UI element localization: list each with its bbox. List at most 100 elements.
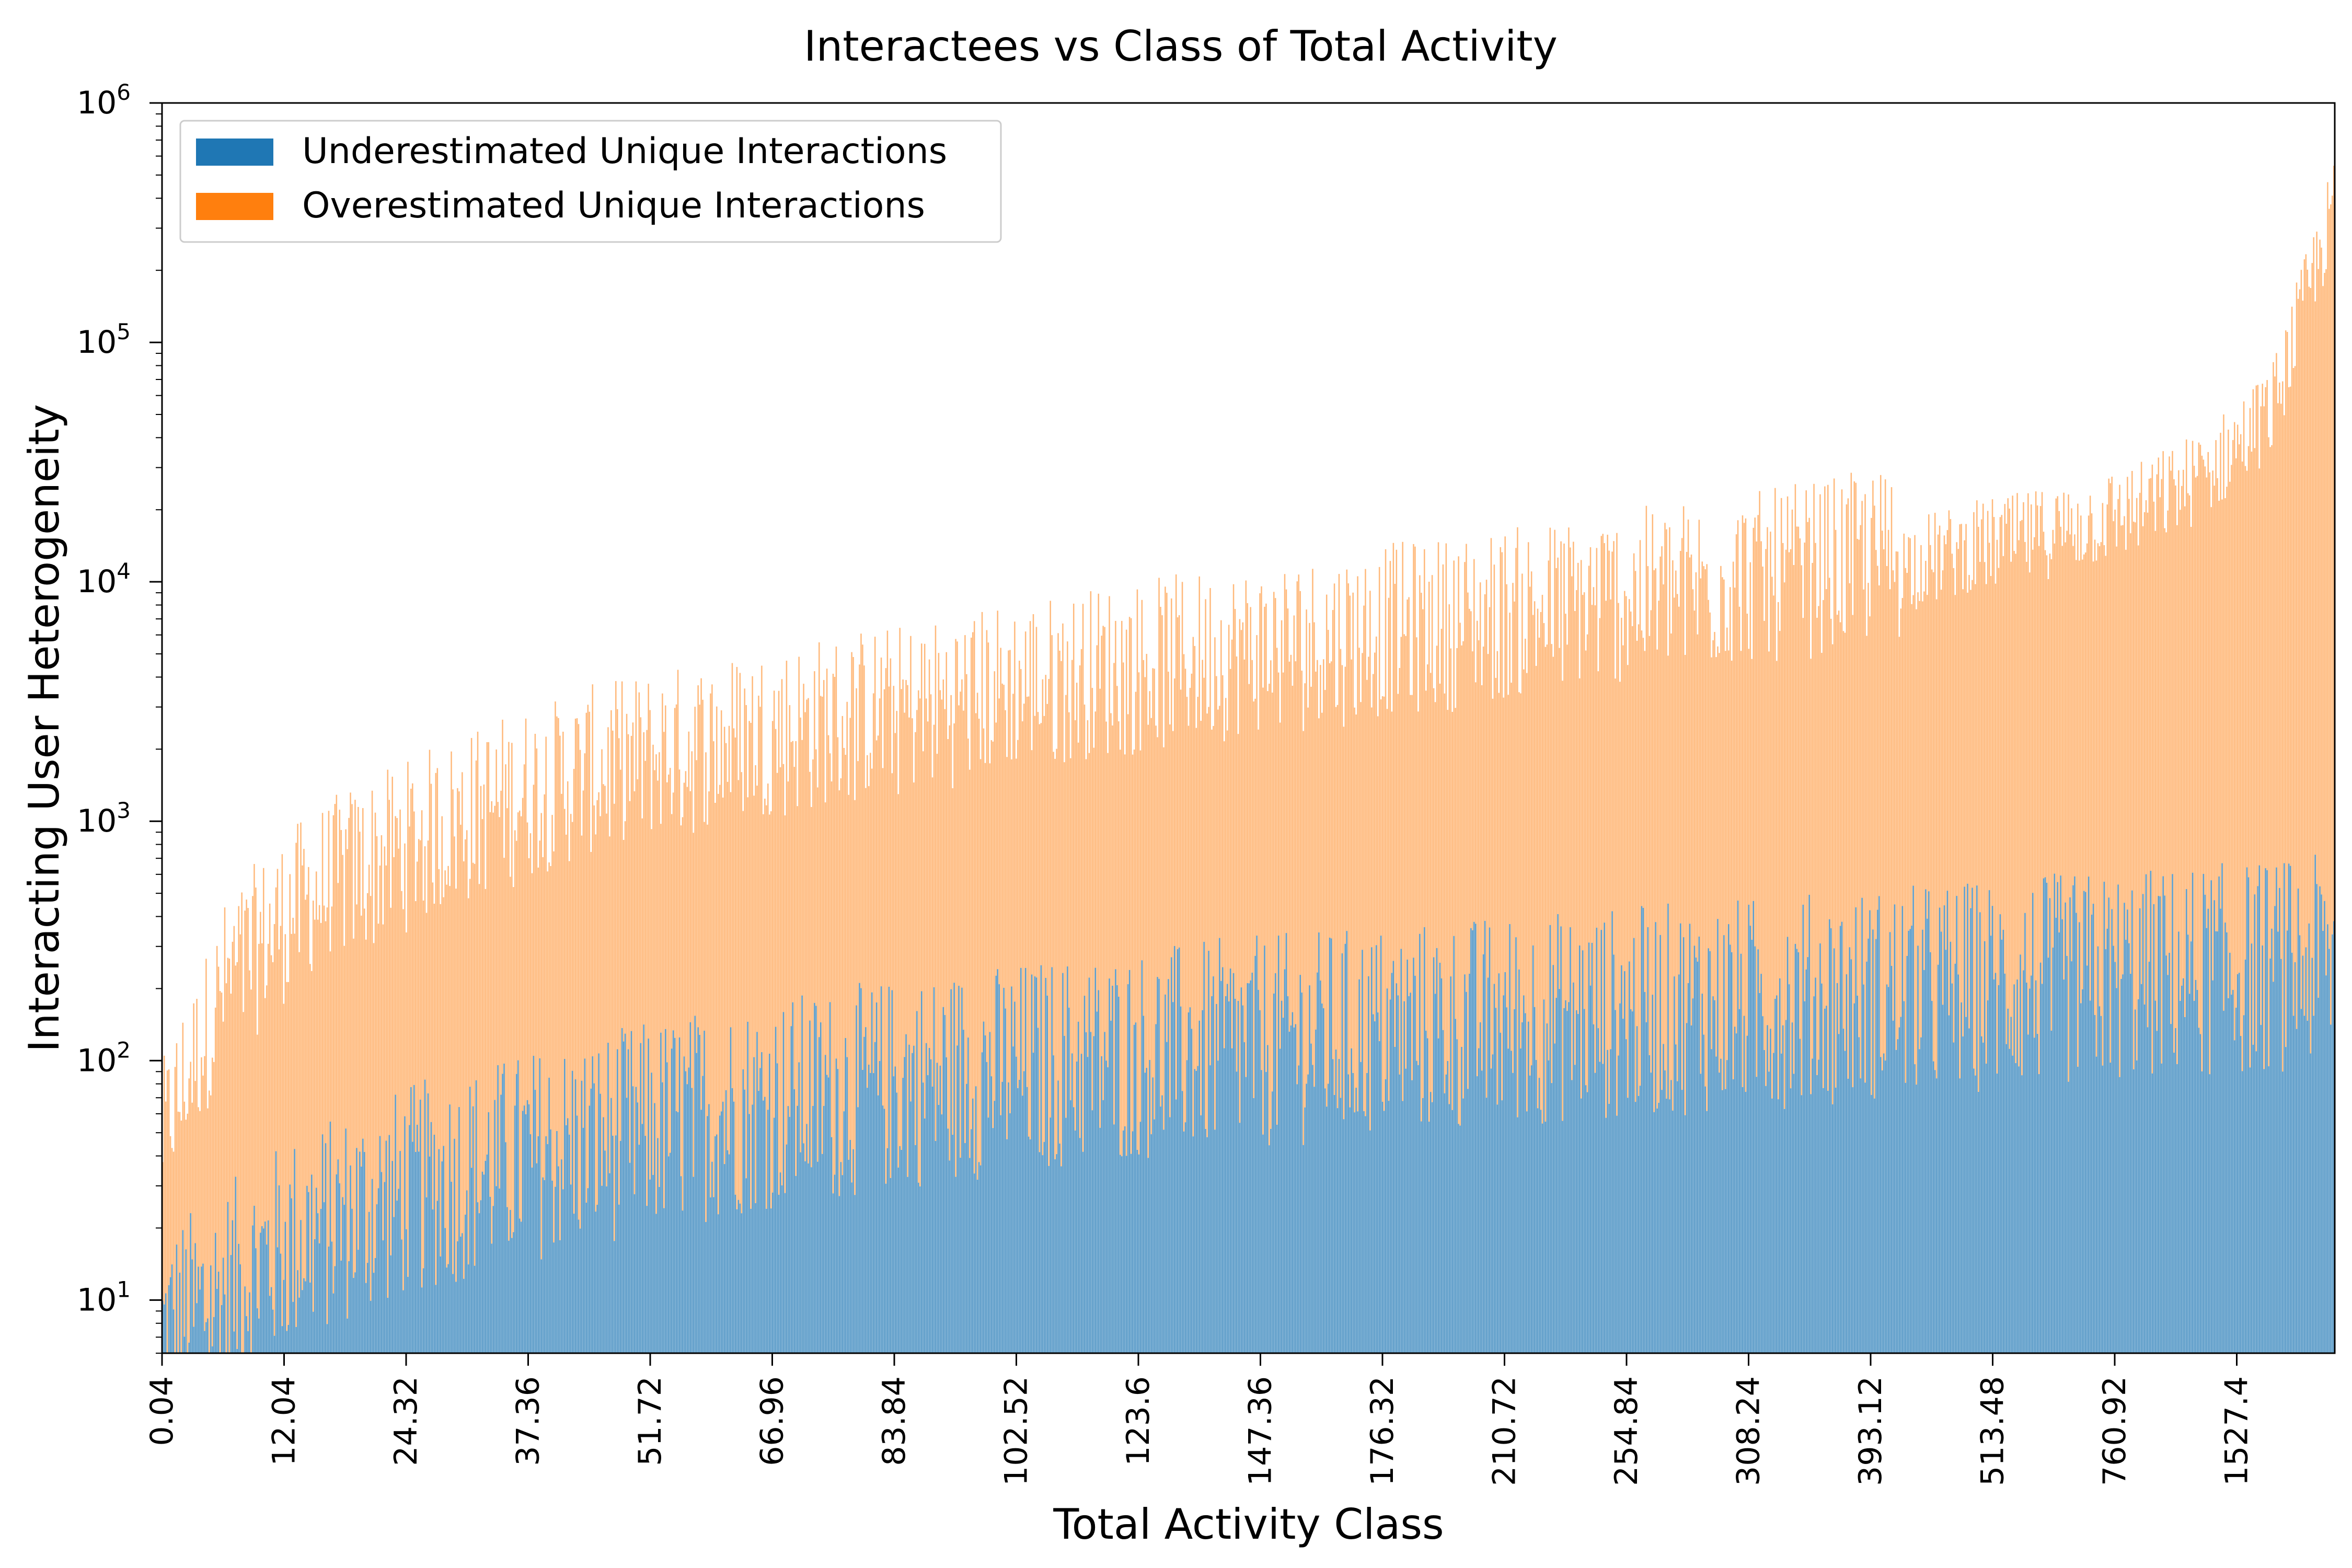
bar-underestimated — [1701, 994, 1703, 1353]
bar-overestimated — [2132, 522, 2135, 1069]
bar-underestimated — [1375, 945, 1377, 1353]
bar-underestimated — [1565, 1000, 1566, 1353]
bar-overestimated — [537, 867, 539, 1136]
bar-underestimated — [1200, 1115, 1202, 1353]
y-tick-label: 103 — [77, 798, 131, 839]
bar-overestimated — [1461, 645, 1462, 1047]
bar-overestimated — [1613, 541, 1615, 955]
bar-underestimated — [2043, 878, 2045, 1353]
bar-underestimated — [848, 1159, 849, 1353]
bar-underestimated — [513, 1232, 514, 1353]
bar-underestimated — [730, 1027, 732, 1353]
bar-overestimated — [1596, 548, 1598, 928]
bar-overestimated — [1905, 568, 1907, 1083]
x-tick-label: 102.52 — [998, 1376, 1035, 1486]
bar-underestimated — [1358, 979, 1360, 1353]
bar-overestimated — [1032, 614, 1034, 1053]
bar-overestimated — [1756, 541, 1757, 1077]
bar-underestimated — [1496, 1104, 1498, 1353]
bar-overestimated — [559, 735, 561, 1240]
bar-overestimated — [1313, 622, 1315, 1087]
bar-underestimated — [2050, 1030, 2053, 1353]
bar-overestimated — [1998, 568, 2000, 985]
bar-underestimated — [2154, 1000, 2157, 1353]
bar-overestimated — [704, 822, 705, 1031]
bar-underestimated — [975, 1086, 977, 1353]
bar-overestimated — [427, 840, 429, 1093]
bar-underestimated — [2199, 1034, 2201, 1353]
bar-underestimated — [779, 1172, 781, 1353]
bar-overestimated — [500, 790, 502, 1095]
bar-underestimated — [1551, 1083, 1553, 1353]
bar-underestimated — [1807, 957, 1808, 1353]
bar-underestimated — [340, 1260, 342, 1353]
bar-underestimated — [1281, 1000, 1283, 1353]
bar-overestimated — [325, 921, 327, 1144]
bar-underestimated — [1900, 1017, 1902, 1353]
bar-overestimated — [1830, 618, 1832, 928]
bar-overestimated — [2102, 503, 2104, 1066]
bar-overestimated — [413, 811, 415, 1085]
bar-underestimated — [555, 1186, 556, 1353]
bar-overestimated — [1296, 581, 1298, 1085]
bar-overestimated — [2273, 362, 2274, 982]
bar-underestimated — [1544, 1121, 1547, 1353]
bar-underestimated — [1578, 945, 1581, 1353]
bar-underestimated — [1202, 1010, 1203, 1353]
bar-overestimated — [1223, 741, 1225, 1048]
bar-underestimated — [803, 1143, 804, 1353]
bar-underestimated — [837, 1069, 839, 1353]
bar-overestimated — [972, 632, 974, 1099]
bar-overestimated — [2111, 476, 2113, 909]
bar-overestimated — [1678, 606, 1680, 975]
bar-underestimated — [244, 1286, 246, 1353]
bar-underestimated — [2079, 922, 2080, 1353]
bar-overestimated — [1573, 541, 1574, 983]
bar-overestimated — [1431, 575, 1433, 1102]
bar-overestimated — [1274, 598, 1276, 974]
bar-overestimated — [916, 710, 918, 1011]
bar-overestimated — [1472, 651, 1473, 930]
bar-overestimated — [1608, 550, 1610, 1104]
bar-overestimated — [719, 785, 721, 1116]
bar-underestimated — [1602, 1064, 1604, 1353]
bar-overestimated — [2002, 556, 2004, 930]
bar-overestimated — [1996, 539, 1998, 1074]
bar-overestimated — [856, 688, 857, 1006]
bar-underestimated — [2196, 989, 2198, 1353]
bar-underestimated — [901, 1150, 902, 1353]
bar-overestimated — [2321, 247, 2322, 895]
bar-overestimated — [1973, 512, 1975, 1069]
bar-overestimated — [1093, 747, 1095, 1036]
bar-underestimated — [2158, 896, 2160, 1353]
bar-overestimated — [2310, 287, 2312, 1054]
bar-underestimated — [1855, 907, 1857, 1353]
bar-overestimated — [328, 811, 330, 1247]
bar-overestimated — [522, 798, 524, 1111]
bar-overestimated — [2235, 458, 2237, 1008]
bar-overestimated — [2286, 332, 2288, 931]
bar-underestimated — [1878, 896, 1880, 1353]
bar-overestimated — [975, 713, 977, 1087]
bar-overestimated — [1700, 578, 1702, 1074]
bar-overestimated — [1287, 608, 1289, 997]
bar-overestimated — [343, 946, 345, 1205]
bar-underestimated — [1060, 1166, 1062, 1353]
bar-underestimated — [2247, 877, 2250, 1353]
bar-underestimated — [615, 1135, 617, 1353]
bar-overestimated — [1451, 711, 1454, 1110]
bar-overestimated — [1318, 718, 1320, 933]
bar-overestimated — [1546, 644, 1548, 1024]
bar-underestimated — [1996, 1074, 1998, 1353]
bar-underestimated — [317, 1213, 319, 1353]
bar-underestimated — [224, 1294, 226, 1353]
bar-underestimated — [2252, 1044, 2254, 1353]
bar-overestimated — [441, 816, 443, 1162]
bar-underestimated — [2161, 1063, 2162, 1353]
bar-underestimated — [1029, 1139, 1031, 1353]
bar-overestimated — [933, 724, 935, 987]
bar-underestimated — [1115, 969, 1116, 1353]
bar-underestimated — [2322, 930, 2324, 1353]
bar-underestimated — [267, 1220, 269, 1353]
bar-underestimated — [1264, 946, 1265, 1353]
